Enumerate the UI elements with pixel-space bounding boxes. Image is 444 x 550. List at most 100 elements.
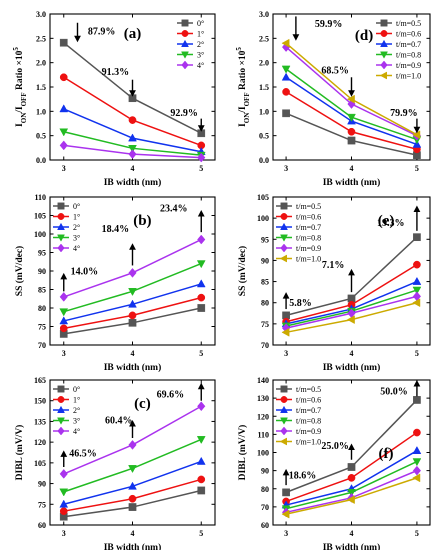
series xyxy=(59,436,206,497)
data-point xyxy=(347,127,356,136)
legend-entry: t/m=0.8 xyxy=(296,234,321,243)
legend-entry: t/m=0.6 xyxy=(296,213,321,222)
data-point xyxy=(282,488,290,497)
chart-panel: 0.0 0.5 1.0 1.5 2.0 2.5 3.0 3 4 5 IB width (nm) ION… xyxy=(12,10,216,188)
y-tick-label: 110 xyxy=(257,430,269,439)
data-point xyxy=(197,475,206,484)
annotation: 5.8% xyxy=(282,292,312,309)
annotation: 18.4% xyxy=(102,224,136,266)
annotation: 59.9% xyxy=(292,16,342,41)
legend-marker xyxy=(380,39,388,47)
arrow-head xyxy=(60,450,68,457)
series xyxy=(281,473,421,519)
y-tick-label: 0.0 xyxy=(36,156,46,165)
x-tick-label: 5 xyxy=(415,164,419,173)
data-point xyxy=(347,463,356,471)
x-tick-label: 3 xyxy=(62,529,66,538)
x-axis-label: IB width (nm) xyxy=(104,542,162,550)
legend-marker xyxy=(280,426,288,436)
y-tick-label: 1.5 xyxy=(259,83,269,92)
series xyxy=(59,140,206,163)
data-point xyxy=(412,473,421,483)
series xyxy=(59,128,206,160)
data-point xyxy=(128,494,137,503)
y-axis-label-part: I xyxy=(15,123,25,127)
y-tick-label: 120 xyxy=(257,412,269,421)
data-point xyxy=(347,113,356,122)
legend-entry: t/m=1.0 xyxy=(396,72,421,81)
data-point xyxy=(128,288,137,297)
x-tick-label: 3 xyxy=(284,164,288,173)
legend-entry: 4° xyxy=(197,61,204,70)
y-tick-label: 105 xyxy=(34,459,46,468)
data-point xyxy=(128,145,137,153)
legend-entry: 3° xyxy=(73,417,80,426)
x-tick-label: 4 xyxy=(350,349,354,358)
panel-letter: (d) xyxy=(355,28,373,44)
data-point xyxy=(347,489,356,498)
panel-letter: (b) xyxy=(133,213,151,229)
y-axis-label-part: /I xyxy=(238,106,248,114)
x-tick-label: 4 xyxy=(131,349,135,358)
annotation-label: 18.4% xyxy=(102,224,130,235)
series xyxy=(59,234,206,302)
data-point xyxy=(412,446,422,454)
legend-marker xyxy=(279,254,287,263)
legend-marker xyxy=(280,396,288,403)
data-point xyxy=(196,279,206,288)
series xyxy=(281,38,421,140)
data-point xyxy=(412,465,422,476)
arrow-head xyxy=(129,420,136,427)
y-axis-label: DIBL (mV/V) xyxy=(14,425,25,481)
data-point xyxy=(196,436,206,445)
data-point xyxy=(197,152,206,163)
annotation: 68.5% xyxy=(321,65,355,97)
legend-entry: 0° xyxy=(73,385,80,394)
data-point xyxy=(197,304,206,312)
y-tick-label: 75 xyxy=(261,320,269,329)
data-point xyxy=(413,233,421,242)
legend-entry: t/m=0.7 xyxy=(396,40,421,49)
y-tick-label: 2.0 xyxy=(259,59,269,68)
y-tick-label: 1.0 xyxy=(259,107,269,116)
legend: 0° 1°2° 3°4° xyxy=(53,202,80,253)
legend-entry: 4° xyxy=(73,244,80,253)
y-tick-label: 3.0 xyxy=(259,10,269,19)
legend-marker xyxy=(280,385,288,393)
data-point xyxy=(59,507,68,516)
data-point xyxy=(413,428,421,437)
data-point xyxy=(128,503,137,511)
chart-panel: 0.0 0.5 1.0 1.5 2.0 2.5 3.0 3 4 5 IB width (nm) ION… xyxy=(235,10,431,188)
data-point xyxy=(282,88,290,96)
y-tick-label: 70 xyxy=(261,341,269,350)
series xyxy=(59,304,206,338)
y-tick-label: 110 xyxy=(34,193,46,202)
data-point xyxy=(281,65,291,74)
annotation: 60.4% xyxy=(105,416,136,438)
legend-marker xyxy=(280,202,288,210)
annotation-label: 79.9% xyxy=(390,108,418,119)
y-tick-label: 100 xyxy=(257,449,269,458)
annotation: 91.3% xyxy=(102,67,136,97)
x-axis-label: IB width (nm) xyxy=(104,362,162,373)
y-axis-label: ION/IOFF Ratio ×105 xyxy=(12,47,28,127)
y-tick-label: 1.0 xyxy=(36,107,46,116)
data-point xyxy=(59,292,68,302)
series xyxy=(59,104,206,156)
data-point xyxy=(128,465,137,474)
legend-entry: 1° xyxy=(73,396,80,405)
annotation: 14.0% xyxy=(60,267,98,292)
data-point xyxy=(281,38,290,48)
data-point xyxy=(59,324,68,333)
data-point xyxy=(346,495,355,505)
annotation-label: 92.9% xyxy=(170,108,198,119)
annotation: 46.5% xyxy=(60,449,97,467)
data-point xyxy=(196,456,206,465)
legend-marker xyxy=(380,19,388,27)
annotation-label: 19.3% xyxy=(377,218,405,229)
data-point xyxy=(59,499,69,508)
y-tick-label: 3.0 xyxy=(36,10,46,19)
legend-entry: 2° xyxy=(73,406,80,415)
arrow-head xyxy=(129,90,136,97)
y-tick-label: 80 xyxy=(261,299,269,308)
